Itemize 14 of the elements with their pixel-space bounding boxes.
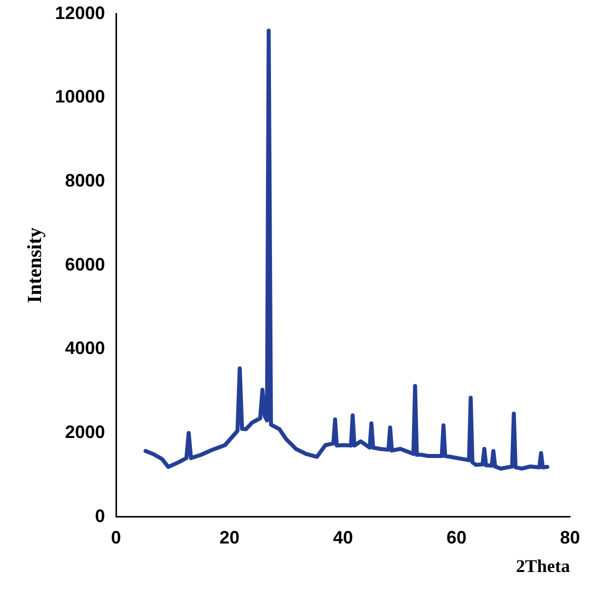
- y-tick-label: 2000: [65, 422, 106, 442]
- y-axis-title: Intensity: [24, 228, 46, 304]
- x-tick-label: 0: [111, 528, 122, 548]
- x-tick-label: 60: [446, 528, 467, 548]
- x-axis-title: 2Theta: [516, 556, 570, 576]
- y-tick-label: 8000: [65, 170, 106, 190]
- x-tick-label: 40: [333, 528, 354, 548]
- y-tick-label: 0: [95, 506, 106, 526]
- y-tick-label: 10000: [54, 86, 106, 107]
- x-tick-label: 80: [560, 528, 580, 548]
- y-tick-label: 12000: [54, 2, 106, 23]
- x-tick-label: 20: [220, 528, 240, 548]
- y-tick-label: 6000: [65, 254, 106, 274]
- y-tick-label: 4000: [65, 338, 106, 358]
